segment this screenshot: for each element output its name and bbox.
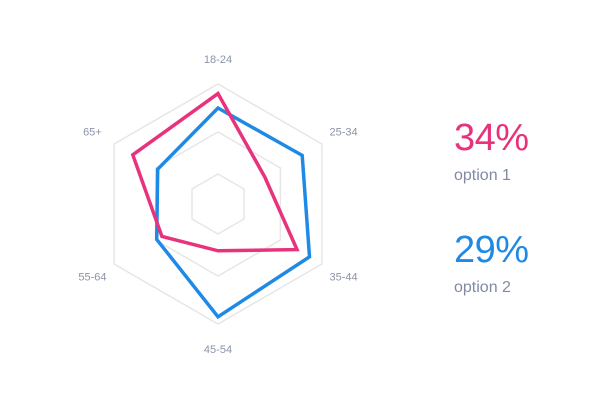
radar-series — [130, 91, 312, 320]
legend-option-1-percent: 34% — [454, 117, 529, 159]
grid-ring-3 — [113, 83, 323, 325]
series-line-option-2 — [154, 105, 312, 320]
grid-ring-2 — [154, 131, 282, 277]
axis-label-18-24: 18-24 — [204, 54, 232, 66]
axis-label-55-64: 55-64 — [78, 272, 106, 284]
axis-label-65+: 65+ — [83, 127, 102, 139]
legend-option-2-percent: 29% — [454, 229, 529, 271]
legend-option-2: 29% option 2 — [454, 231, 529, 297]
grid-ring-1 — [191, 173, 245, 235]
axis-label-45-54: 45-54 — [204, 344, 232, 356]
legend-option-2-label: option 2 — [454, 279, 511, 296]
axis-label-35-44: 35-44 — [330, 272, 358, 284]
series-line-option-1 — [130, 91, 300, 253]
axis-label-25-34: 25-34 — [330, 127, 358, 139]
legend-option-1-label: option 1 — [454, 167, 511, 184]
legend-option-1: 34% option 1 — [454, 119, 529, 185]
radar-grid — [113, 83, 323, 325]
axis-labels: 18-24 25-34 35-44 45-54 55-64 65+ — [78, 54, 357, 356]
